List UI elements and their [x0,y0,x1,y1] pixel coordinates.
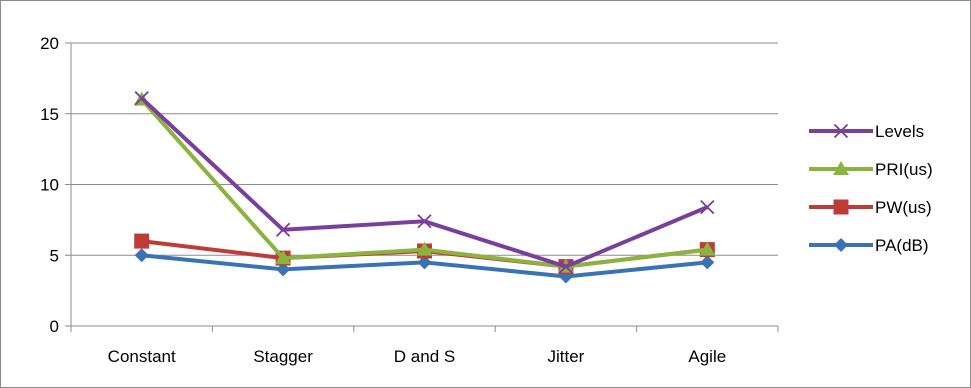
legend-item-pa-db: PA(dB) [809,236,929,255]
y-tick-label: 15 [40,105,59,124]
series-pri-us [133,91,716,273]
legend: Levels PRI(us) PW(us) PA(dB) [809,122,933,255]
x-tick-label: Jitter [547,347,584,366]
x-tick-label: D and S [394,347,455,366]
series-levels [134,91,715,274]
data-point-levels [275,222,291,237]
y-tick-label: 10 [40,176,59,195]
data-point-levels [134,91,149,106]
marker-stroke [275,222,291,237]
data-point-levels [700,200,715,215]
y-tick-label: 5 [50,246,59,265]
x-tick-label: Constant [108,347,176,366]
axes: 0 5 10 15 20 Constant Stagger D and S Jitter Agil… [40,34,779,366]
series-line-levels [140,96,709,269]
marker-stroke [558,259,574,274]
data-point-levels [558,259,574,274]
legend-marker [833,123,849,139]
data-point-pri-us [275,250,292,265]
legend-label: PW(us) [875,198,932,217]
x-tick-label: Agile [688,347,726,366]
legend-item-pw-us: PW(us) [809,198,932,217]
series-pa-db [134,248,715,284]
data-point-levels [417,214,432,229]
y-tick-label: 20 [40,34,59,53]
data-point-pa-db [134,248,149,263]
data-point-pa-db [276,262,291,277]
marker-stroke [134,91,149,106]
data-point-pri-us [699,241,716,256]
legend-label: Levels [875,122,924,141]
legend-item-levels: Levels [809,122,924,141]
legend-item-pri-us: PRI(us) [809,160,933,179]
marker-stroke [833,123,849,139]
series-layer [133,91,716,284]
legend-label: PA(dB) [875,236,929,255]
x-tick-label: Stagger [253,347,313,366]
data-point-pw-us [134,233,150,249]
data-point-pa-db [417,255,432,270]
marker-stroke [417,214,432,229]
data-point-pa-db [700,255,715,270]
legend-label: PRI(us) [875,160,933,179]
legend-marker [833,199,849,215]
legend-marker [833,161,849,175]
marker-stroke [700,200,715,215]
legend-marker [834,238,848,252]
y-tick-label: 0 [50,317,59,336]
data-point-pri-us [416,241,433,256]
